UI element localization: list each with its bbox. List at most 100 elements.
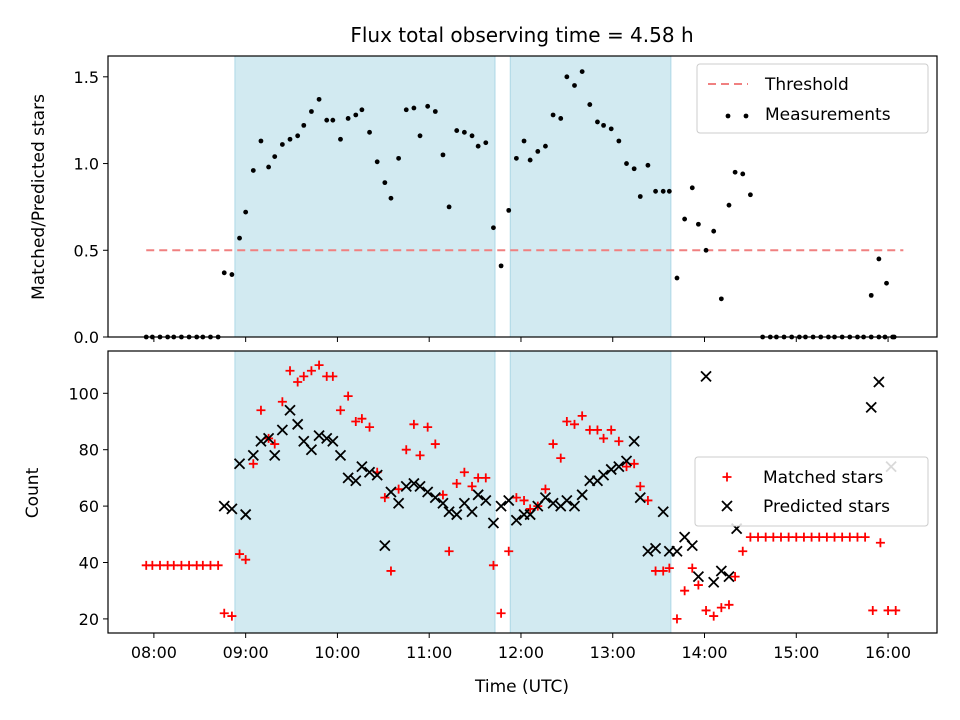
measurement-point xyxy=(579,69,585,75)
predicted-stars-point xyxy=(327,435,339,447)
measurement-point xyxy=(535,149,541,154)
measurement-point xyxy=(682,216,688,222)
top-axes-frame xyxy=(107,55,938,338)
measurement-point xyxy=(564,74,570,80)
predicted-stars-point xyxy=(226,503,238,515)
y-tick-label: 1.0 xyxy=(74,155,99,174)
predicted-stars-point xyxy=(539,492,552,504)
measurement-point xyxy=(266,164,271,170)
measurement-point xyxy=(726,202,732,208)
y-axis-ticks: 20 40 60 80 100 xyxy=(68,384,108,629)
matched-stars-point xyxy=(791,532,801,542)
measurement-point xyxy=(461,129,467,135)
observing-span xyxy=(234,350,496,634)
matched-stars-point xyxy=(256,405,266,415)
matched-stars-point xyxy=(799,532,809,542)
matched-stars-point xyxy=(386,566,396,576)
predicted-stars-point xyxy=(628,435,640,447)
matched-stars-point xyxy=(814,532,824,542)
legend-measurement-swatch xyxy=(725,113,731,119)
matched-stars-point xyxy=(807,532,817,542)
predicted-stars-point xyxy=(305,444,318,456)
measurement-point xyxy=(440,152,446,158)
matched-stars-point xyxy=(184,560,194,570)
measurement-point xyxy=(558,116,564,121)
measurement-point xyxy=(454,128,460,133)
matched-stars-point xyxy=(738,546,748,556)
matched-stars-point xyxy=(768,532,778,542)
bottom-y-axis-label: Count xyxy=(23,467,43,518)
y-axis-ticks: 0.0 0.5 1.0 1.5 xyxy=(74,68,108,347)
x-axis-ticks xyxy=(153,337,889,342)
bottom-axes-frame xyxy=(107,350,938,634)
matched-stars-point xyxy=(205,560,215,570)
predicted-stars-point xyxy=(451,508,463,521)
matched-stars-point xyxy=(488,560,498,570)
measurement-point xyxy=(258,138,264,144)
matched-stars-point xyxy=(680,586,690,596)
matched-stars-point xyxy=(270,439,280,449)
predicted-stars-point xyxy=(503,494,515,507)
predicted-stars-point xyxy=(218,500,230,512)
matched-stars-point xyxy=(430,439,440,449)
matched-stars-point xyxy=(585,425,595,435)
x-tick-label: 09:00 xyxy=(223,643,269,662)
matched-stars-point xyxy=(415,450,425,460)
measurement-point xyxy=(527,157,533,163)
measurement-point xyxy=(396,155,402,161)
bottom-legend: Matched stars Predicted stars xyxy=(694,456,929,527)
measurement-point xyxy=(374,159,380,165)
legend-label: Measurements xyxy=(765,105,891,125)
y-tick-label: 20 xyxy=(79,610,99,629)
predicted-stars-point xyxy=(547,497,559,509)
measurement-point xyxy=(475,143,481,149)
matched-stars-point xyxy=(438,490,448,500)
legend-matched-swatch xyxy=(722,472,732,482)
y-tick-label: 60 xyxy=(79,497,99,516)
predicted-stars-point xyxy=(371,469,383,481)
matched-stars-point xyxy=(548,439,558,449)
measurement-point xyxy=(324,117,330,123)
matched-stars-point xyxy=(293,377,303,387)
matched-stars-point xyxy=(401,445,411,455)
predicted-stars-point xyxy=(620,455,633,467)
matched-stars-point xyxy=(693,580,703,590)
measurement-point xyxy=(601,122,606,128)
predicted-stars-point xyxy=(692,570,705,583)
matched-stars-point xyxy=(351,417,361,426)
matched-stars-point xyxy=(852,532,862,542)
legend-label: Matched stars xyxy=(763,468,883,488)
matched-stars-point xyxy=(622,462,632,472)
measurement-point xyxy=(868,292,874,298)
predicted-stars-point xyxy=(873,376,885,388)
measurement-point xyxy=(645,162,651,168)
matched-stars-point xyxy=(577,411,587,421)
x-axis-label: Time (UTC) xyxy=(474,677,569,697)
matched-stars-point xyxy=(241,555,251,565)
matched-stars-point xyxy=(784,532,794,542)
measurement-point xyxy=(345,116,351,121)
measurement-point xyxy=(229,272,235,277)
predicted-stars-point xyxy=(597,469,610,481)
matched-stars-point xyxy=(761,532,771,542)
predicted-stars-point xyxy=(605,463,617,476)
matched-stars-point xyxy=(562,417,572,426)
matched-stars-point xyxy=(868,605,878,615)
top-y-axis-label: Matched/Predicted stars xyxy=(29,94,49,300)
matched-stars-point xyxy=(658,566,668,576)
measurement-point xyxy=(359,107,365,113)
measurement-point xyxy=(513,155,519,161)
measurement-point xyxy=(695,221,701,227)
observing-span xyxy=(509,350,672,634)
predicted-stars-point xyxy=(342,472,354,484)
plot-area xyxy=(143,69,904,340)
matched-stars-point xyxy=(776,532,786,542)
predicted-stars-point xyxy=(385,486,397,498)
y-tick-label: 1.5 xyxy=(74,68,99,87)
measurement-point xyxy=(272,154,278,160)
predicted-stars-point xyxy=(284,404,296,416)
measurement-point xyxy=(330,117,336,123)
matched-stars-point xyxy=(875,538,885,548)
predicted-stars-point xyxy=(292,418,304,430)
